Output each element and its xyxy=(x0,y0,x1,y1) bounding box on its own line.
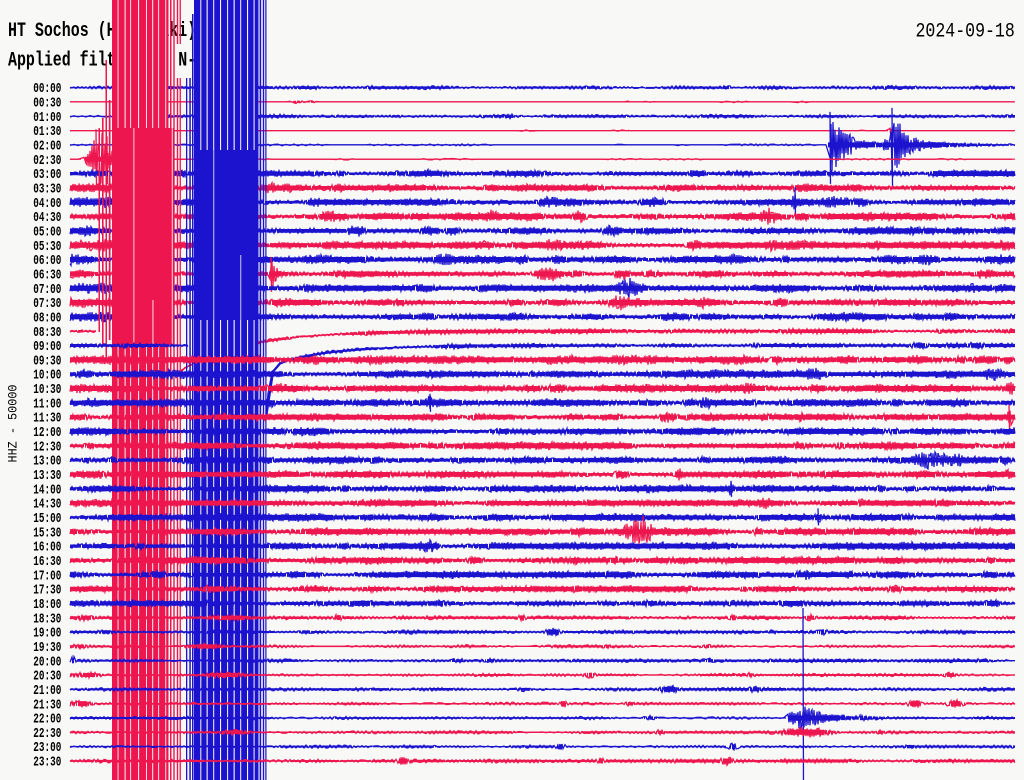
svg-text:01:30: 01:30 xyxy=(33,124,61,140)
svg-text:00:30: 00:30 xyxy=(33,96,61,112)
svg-text:21:00: 21:00 xyxy=(33,683,61,699)
svg-text:17:00: 17:00 xyxy=(33,568,61,584)
svg-text:11:00: 11:00 xyxy=(33,396,61,412)
svg-text:08:30: 08:30 xyxy=(33,325,61,341)
svg-text:15:00: 15:00 xyxy=(33,511,61,527)
svg-text:09:30: 09:30 xyxy=(33,353,61,369)
svg-text:05:30: 05:30 xyxy=(33,239,61,255)
svg-text:09:00: 09:00 xyxy=(33,339,61,355)
svg-text:14:30: 14:30 xyxy=(33,497,61,513)
svg-text:02:30: 02:30 xyxy=(33,153,61,169)
svg-text:15:30: 15:30 xyxy=(33,525,61,541)
svg-text:12:00: 12:00 xyxy=(33,425,61,441)
svg-text:18:00: 18:00 xyxy=(33,597,61,613)
svg-text:22:00: 22:00 xyxy=(33,712,61,728)
svg-text:04:30: 04:30 xyxy=(33,210,61,226)
svg-text:11:30: 11:30 xyxy=(33,411,61,427)
svg-text:14:00: 14:00 xyxy=(33,482,61,498)
svg-text:19:30: 19:30 xyxy=(33,640,61,656)
svg-text:HHZ - 50000: HHZ - 50000 xyxy=(7,385,21,463)
svg-text:20:00: 20:00 xyxy=(33,654,61,670)
svg-text:03:30: 03:30 xyxy=(33,182,61,198)
svg-text:16:00: 16:00 xyxy=(33,540,61,556)
svg-text:05:00: 05:00 xyxy=(33,225,61,241)
svg-text:19:00: 19:00 xyxy=(33,626,61,642)
svg-text:10:00: 10:00 xyxy=(33,368,61,384)
svg-text:23:30: 23:30 xyxy=(33,755,61,771)
svg-text:21:30: 21:30 xyxy=(33,697,61,713)
svg-text:06:00: 06:00 xyxy=(33,253,61,269)
svg-text:07:00: 07:00 xyxy=(33,282,61,298)
svg-text:10:30: 10:30 xyxy=(33,382,61,398)
svg-text:06:30: 06:30 xyxy=(33,268,61,284)
svg-text:00:00: 00:00 xyxy=(33,81,61,97)
svg-text:2024-09-18: 2024-09-18 xyxy=(916,21,1015,44)
svg-text:08:00: 08:00 xyxy=(33,310,61,326)
svg-text:01:00: 01:00 xyxy=(33,110,61,126)
svg-text:04:00: 04:00 xyxy=(33,196,61,212)
svg-text:12:30: 12:30 xyxy=(33,439,61,455)
svg-text:20:30: 20:30 xyxy=(33,669,61,685)
svg-text:17:30: 17:30 xyxy=(33,583,61,599)
svg-text:16:30: 16:30 xyxy=(33,554,61,570)
svg-text:18:30: 18:30 xyxy=(33,611,61,627)
svg-text:23:00: 23:00 xyxy=(33,740,61,756)
svg-text:02:00: 02:00 xyxy=(33,139,61,155)
svg-text:13:00: 13:00 xyxy=(33,454,61,470)
svg-text:22:30: 22:30 xyxy=(33,726,61,742)
svg-text:03:00: 03:00 xyxy=(33,167,61,183)
svg-text:13:30: 13:30 xyxy=(33,468,61,484)
svg-text:07:30: 07:30 xyxy=(33,296,61,312)
